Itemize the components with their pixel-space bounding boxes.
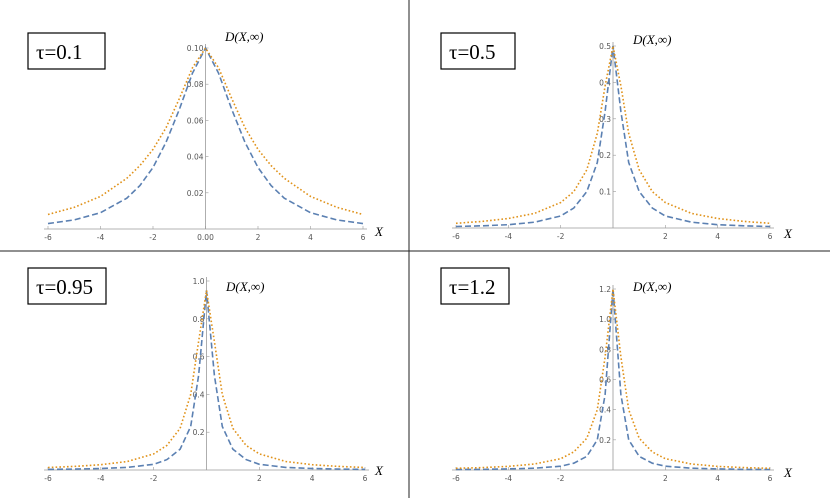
y-axis-label: D(X,∞)	[224, 29, 264, 44]
y-tick-label: 0.02	[187, 189, 204, 198]
tau-label-box	[440, 267, 510, 305]
panel-tau-0-5: τ=0.5 D(X,∞) X -6 -4 -2 2 4 6 0.1 0.2 0.3 0.4 0.5	[440, 32, 793, 241]
y-tick-label: 0.06	[187, 116, 204, 125]
y-tick-label: 0.4	[193, 390, 205, 399]
plot-area: -6 -4 -2 2 4 6 0.1 0.2 0.3 0.4 0.5	[452, 42, 774, 241]
tau-label: τ=0.1	[36, 40, 83, 64]
x-tick-label: 6	[363, 474, 368, 483]
y-tick-label: 0.04	[187, 153, 204, 162]
x-tick-label: 6	[361, 233, 366, 242]
x-axis-label: X	[374, 463, 384, 478]
x-tick-label: -4	[505, 474, 513, 483]
x-tick-label: 6	[768, 474, 773, 483]
y-axis-label: D(X,∞)	[632, 32, 672, 47]
y-axis-label: D(X,∞)	[632, 279, 672, 294]
plot-area: -6 -4 -2 0.00 2 4 6 0.02 0.04 0.06 0.08 0.10	[44, 44, 367, 242]
y-tick-label: 0.8	[193, 315, 205, 324]
x-tick-label: -4	[97, 474, 105, 483]
y-tick-label: 0.5	[599, 42, 611, 51]
y-tick-label: 0.2	[599, 151, 611, 160]
y-tick-label: 0.6	[193, 353, 205, 362]
tau-label-box	[27, 267, 107, 305]
x-tick-label: 2	[257, 474, 262, 483]
y-tick-label: 0.2	[599, 436, 611, 445]
y-tick-label: 0.08	[187, 80, 204, 89]
panel-tau-0-95: τ=0.95 D(X,∞) X -6 -4 -2 2 4 6 0.2 0.4 0.6 0.8 1.0	[27, 267, 384, 483]
panel-tau-1-2: τ=1.2 D(X,∞) X -6 -4 -2 2 4 6 0.2 0.4 0.6 0.8 1.0 1…	[440, 267, 793, 483]
y-tick-label: 1.0	[599, 315, 611, 324]
y-tick-label: 0.2	[193, 428, 205, 437]
x-tick-label: 4	[308, 233, 313, 242]
x-tick-label: -4	[97, 233, 105, 242]
x-axis-label: X	[374, 224, 384, 239]
x-tick-label: 2	[663, 232, 668, 241]
y-tick-label: 0.4	[599, 406, 611, 415]
tau-label: τ=1.2	[449, 275, 496, 299]
x-tick-label: -2	[557, 232, 565, 241]
series-line-dashed	[47, 290, 366, 471]
y-tick-label: 0.8	[599, 345, 611, 354]
x-tick-label: -2	[149, 233, 157, 242]
series-line-dashed	[455, 45, 771, 228]
series-line-dotted	[47, 290, 366, 469]
y-tick-label: 1.0	[193, 277, 205, 286]
x-axis-label: X	[783, 465, 793, 480]
y-tick-label: 0.6	[599, 376, 611, 385]
x-tick-label: 4	[715, 232, 720, 241]
x-tick-label: 2	[256, 233, 261, 242]
series-line-dashed	[47, 46, 364, 225]
x-tick-label: -6	[452, 232, 460, 241]
x-tick-label: -6	[452, 474, 460, 483]
series-line-dotted	[47, 46, 364, 216]
y-tick-label: 0.3	[599, 115, 611, 124]
x-tick-label: 6	[768, 232, 773, 241]
y-tick-label: 0.4	[599, 78, 611, 87]
plot-area: -6 -4 -2 2 4 6 0.2 0.4 0.6 0.8 1.0 1.2	[452, 285, 774, 483]
panel-tau-0-1: τ=0.1 D(X,∞) X -6 -4 -2 0.00 2 4 6 0.02 0.04 0.06…	[27, 29, 384, 242]
tau-label-box	[440, 32, 516, 70]
y-tick-label: 1.2	[599, 285, 611, 294]
y-axis-label: D(X,∞)	[225, 279, 265, 294]
x-tick-label: 0.00	[197, 233, 214, 242]
tau-label: τ=0.95	[36, 275, 93, 299]
x-tick-label: -2	[557, 474, 565, 483]
x-tick-label: -4	[505, 232, 513, 241]
tau-label: τ=0.5	[449, 40, 496, 64]
y-tick-label: 0.10	[187, 44, 204, 53]
x-tick-label: -6	[44, 474, 52, 483]
x-tick-label: -2	[150, 474, 158, 483]
x-tick-label: -6	[44, 233, 52, 242]
x-tick-label: 4	[715, 474, 720, 483]
tau-label-box	[27, 32, 106, 70]
x-axis-label: X	[783, 226, 793, 241]
plot-area: -6 -4 -2 2 4 6 0.2 0.4 0.6 0.8 1.0	[44, 277, 369, 483]
x-tick-label: 4	[310, 474, 315, 483]
x-tick-label: 2	[663, 474, 668, 483]
y-tick-label: 0.1	[599, 188, 611, 197]
